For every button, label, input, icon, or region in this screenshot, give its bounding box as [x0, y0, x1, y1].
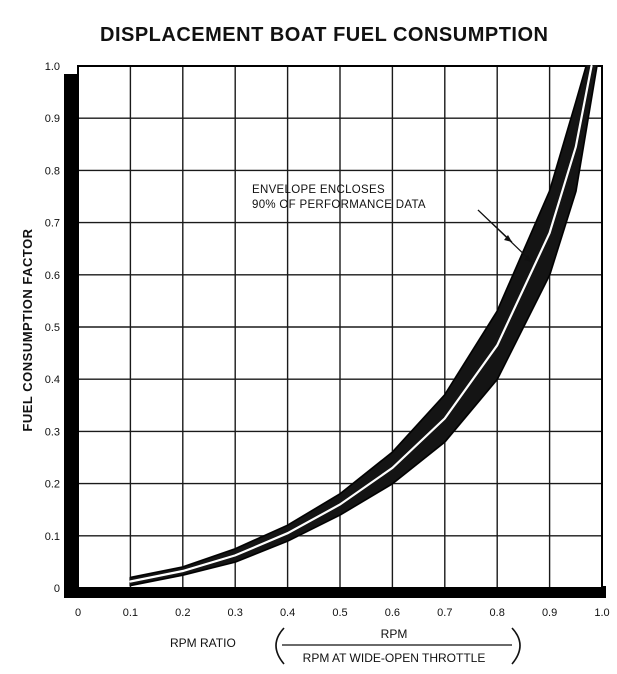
y-tick-label: 0.2 — [45, 479, 60, 491]
y-tick-label: 0.3 — [45, 426, 60, 438]
plot-frame — [77, 65, 603, 589]
chart-title: DISPLACEMENT BOAT FUEL CONSUMPTION — [100, 24, 549, 46]
x-tick-label: 0.3 — [228, 607, 243, 619]
y-tick-label: 0 — [54, 583, 60, 595]
annotation-line-2: 90% OF PERFORMANCE DATA — [252, 199, 426, 211]
y-tick-label: 0.1 — [45, 531, 60, 543]
y-tick-label: 0.5 — [45, 322, 60, 334]
x-tick-label: 0.9 — [542, 607, 557, 619]
x-label-denominator: RPM AT WIDE-OPEN THROTTLE — [303, 651, 486, 665]
x-tick-label: 0.5 — [332, 607, 347, 619]
y-tick-label: 0.7 — [45, 218, 60, 230]
annotation-line-1: ENVELOPE ENCLOSES — [252, 184, 385, 196]
x-tick-label: 0.6 — [385, 607, 400, 619]
y-tick-label: 0.4 — [45, 374, 60, 386]
x-tick-label: 0.2 — [175, 607, 190, 619]
envelope-band — [129, 64, 598, 587]
annotation-arrowhead-2 — [524, 255, 532, 262]
x-label-numerator: RPM — [381, 627, 408, 641]
y-tick-label: 0.8 — [45, 165, 60, 177]
x-tick-label: 0 — [75, 607, 81, 619]
y-axis-label: FUEL CONSUMPTION FACTOR — [20, 228, 35, 431]
x-tick-label: 0.7 — [437, 607, 452, 619]
envelope-upper-edge — [130, 65, 587, 579]
y-tick-labels: 0 0.1 0.2 0.3 0.4 0.5 0.6 0.7 0.8 0.9 1.0 — [45, 61, 60, 595]
x-tick-labels: 0 0.1 0.2 0.3 0.4 0.5 0.6 0.7 0.8 0.9 1.0 — [75, 607, 610, 619]
envelope-lower-edge — [130, 65, 598, 586]
frame-shadow-left — [64, 74, 78, 594]
x-tick-label: 0.1 — [123, 607, 138, 619]
x-axis-label: RPM RATIO — [170, 636, 236, 650]
envelope-center-line — [129, 64, 593, 583]
x-tick-label: 0.8 — [490, 607, 505, 619]
grid-lines — [77, 65, 603, 589]
x-tick-label: 0.4 — [280, 607, 295, 619]
annotation-arrow-2 — [477, 209, 533, 263]
x-label-paren-right — [511, 627, 521, 665]
y-tick-label: 0.6 — [45, 270, 60, 282]
y-tick-label: 0.9 — [45, 113, 60, 125]
x-tick-label: 1.0 — [594, 607, 609, 619]
x-label-paren-left — [275, 627, 285, 665]
y-tick-label: 1.0 — [45, 61, 60, 73]
